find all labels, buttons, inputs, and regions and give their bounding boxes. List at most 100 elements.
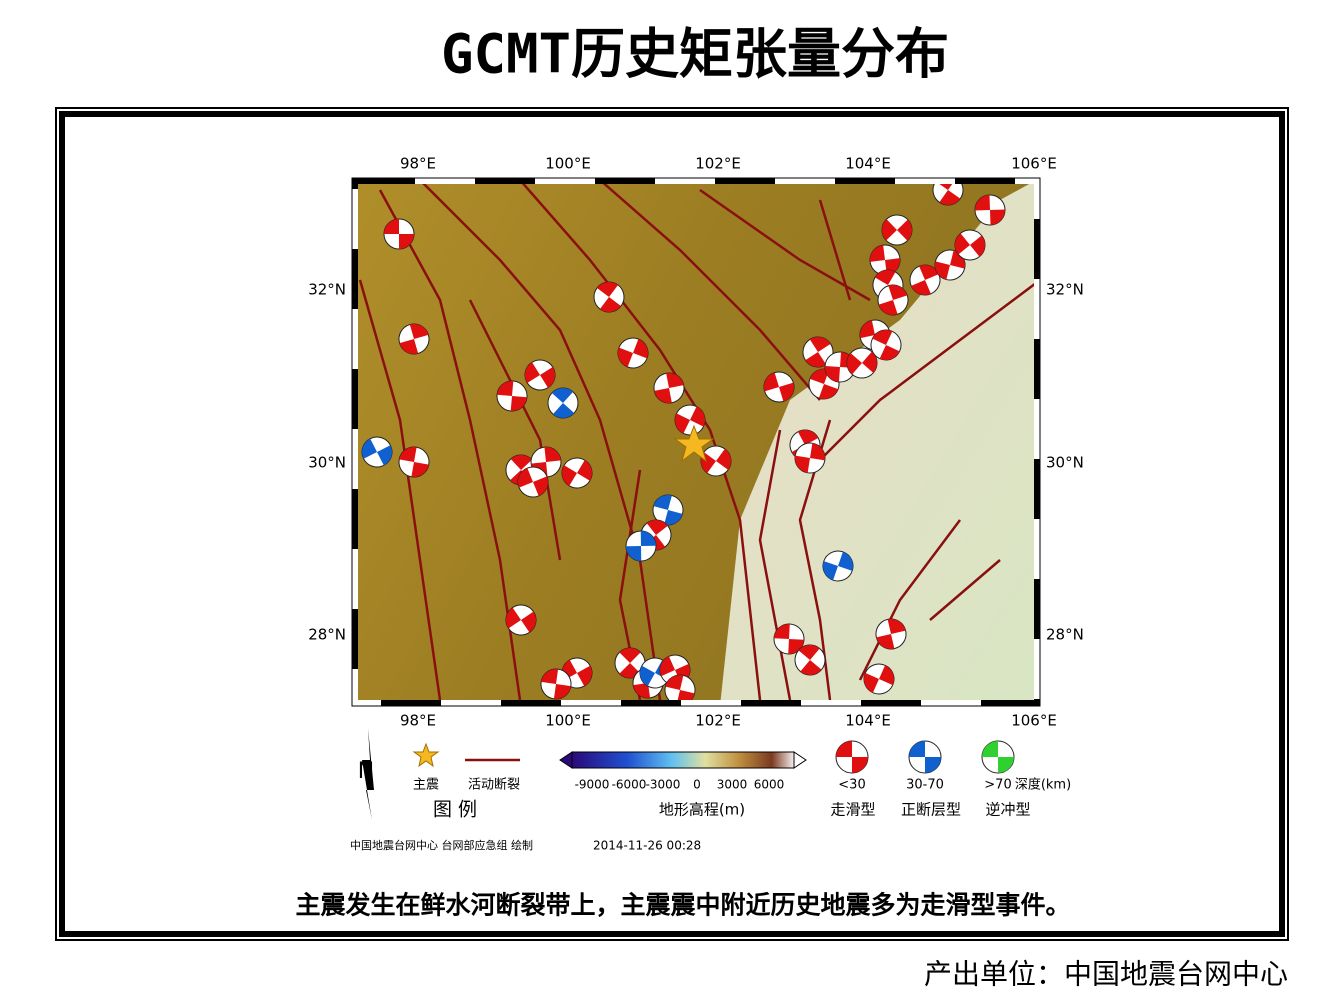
beachball: [954, 229, 986, 261]
mainshock-star: [673, 424, 715, 463]
ball-quad: [619, 648, 641, 678]
map-body: [358, 184, 1034, 700]
lat-label: 32°N: [1046, 281, 1084, 299]
beachball: [593, 281, 625, 313]
fault: [378, 189, 522, 700]
beachball: [934, 249, 966, 281]
beachball: [974, 194, 1006, 226]
depth-label: >70: [984, 778, 1011, 793]
ball-quad: [764, 372, 794, 402]
ball-quad: [525, 362, 555, 388]
beachball: [846, 347, 878, 379]
fault: [858, 519, 961, 681]
ball-quad: [562, 659, 592, 687]
lat-label: 32°N: [308, 281, 346, 299]
beachball: [875, 618, 907, 650]
lon-label: 104°E: [845, 712, 891, 730]
fault: [521, 184, 762, 700]
beachball: [561, 457, 593, 489]
legend-mainshock: 主震: [413, 778, 439, 793]
lon-label: 106°E: [1011, 712, 1057, 730]
colorbar-tick: -3000: [646, 778, 681, 792]
beachball: [932, 184, 964, 206]
beachball: [863, 663, 895, 695]
beachball: [614, 647, 646, 679]
caption: 主震发生在鲜水河断裂带上，主震震中附近历史地震多为走滑型事件。: [295, 891, 1070, 920]
lon-label: 100°E: [545, 155, 591, 173]
beachball: [664, 674, 696, 700]
colorbar-title: 地形高程(m): [659, 801, 745, 819]
lon-label: 98°E: [400, 712, 436, 730]
frame-inner: [59, 111, 1285, 937]
legend-heading: 图 例: [433, 799, 477, 821]
beachball: [674, 404, 706, 436]
beachball: [361, 436, 393, 468]
depth-unit: 深度(km): [1015, 777, 1071, 793]
ball-quad: [701, 448, 731, 474]
ball-quad: [597, 282, 621, 312]
legend-star: [412, 742, 440, 768]
ball-quad: [384, 219, 414, 249]
ball-quad: [541, 669, 571, 699]
beachball: [869, 244, 901, 276]
legend-fault: 活动断裂: [468, 778, 520, 793]
ball-quad: [935, 184, 961, 205]
title: GCMT历史矩张量分布: [441, 23, 949, 86]
beachball: [908, 740, 942, 774]
timestamp: 2014-11-26 00:28: [593, 839, 701, 853]
lon-label: 102°E: [695, 155, 741, 173]
colorbar-tick: 6000: [754, 778, 785, 792]
ball-quad: [506, 607, 536, 633]
axis-labels: 98°E 98°E 100°E 100°E 102°E 102°E 104°E 104°E 10…: [308, 155, 1084, 730]
terrain-low: [720, 184, 1034, 700]
beachball: [383, 218, 415, 250]
colorbar-tick: -9000: [575, 778, 610, 792]
beachball: [540, 668, 572, 700]
beachball: [700, 445, 732, 477]
legend-mechanisms: <30 走滑型 30-70 正断层型 >70 逆冲型: [830, 740, 1031, 819]
ball-quad: [551, 388, 575, 418]
ball-quad: [870, 245, 900, 275]
beachball: [835, 740, 869, 774]
beachball: [802, 336, 834, 368]
ball-quad: [795, 443, 825, 473]
lat-label: 30°N: [1046, 454, 1084, 472]
ball-quad: [935, 250, 965, 280]
ball-quad: [665, 675, 695, 700]
ball-quad: [654, 373, 684, 403]
ball-quad: [975, 195, 1005, 225]
beachball: [773, 623, 805, 655]
beachball: [870, 329, 902, 361]
mechanism-label: 走滑型: [830, 801, 875, 819]
ball-quad: [809, 369, 839, 399]
lat-label: 28°N: [308, 626, 346, 644]
fault: [602, 184, 821, 401]
ball-quad: [805, 337, 831, 367]
map-edge: [351, 177, 1041, 707]
lon-label: 102°E: [695, 712, 741, 730]
ball-quad: [836, 741, 868, 773]
ball-quad: [774, 624, 804, 654]
ball-quad: [562, 460, 592, 486]
mechanism-label: 逆冲型: [985, 801, 1030, 819]
ball-quad: [911, 265, 939, 295]
beachball: [877, 284, 909, 316]
lat-label: 28°N: [1046, 626, 1084, 644]
north-label: N: [358, 759, 374, 784]
depth-label: 30-70: [906, 778, 944, 793]
colorbar-ticks: -9000 -6000 -3000 0 3000 6000: [575, 778, 785, 792]
credit: 中国地震台网中心 台网部应急组 绘制: [350, 838, 533, 852]
ball-quad: [362, 438, 392, 466]
focal-mechanisms: [361, 184, 1006, 700]
footer: 产出单位：中国地震台网中心: [924, 958, 1288, 991]
fault: [819, 282, 1034, 461]
beachball: [524, 359, 556, 391]
cbar-left: [559, 751, 573, 769]
depth-label: <30: [838, 778, 865, 793]
cbar-right: [793, 751, 807, 769]
beachball: [822, 550, 854, 582]
lon-label: 98°E: [400, 155, 436, 173]
mechanism-label: 正断层型: [901, 801, 961, 819]
